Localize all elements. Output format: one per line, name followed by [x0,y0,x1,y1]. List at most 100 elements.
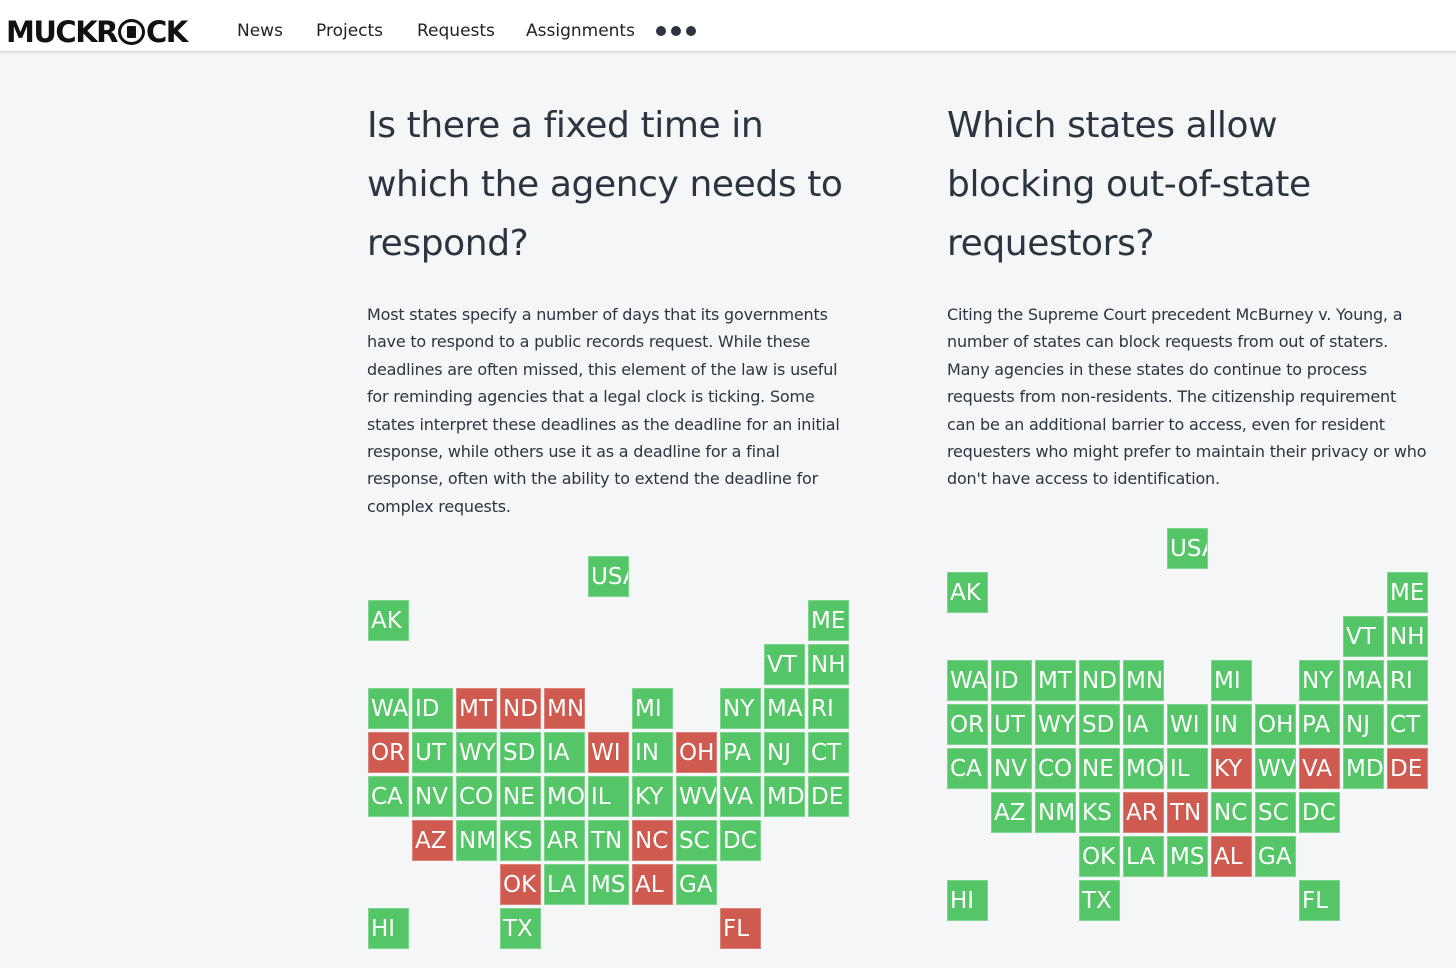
nav-requests[interactable]: Requests [417,21,495,41]
state-tile-co[interactable]: CO [1035,748,1076,789]
state-tile-ok[interactable]: OK [1079,836,1120,877]
state-tile-de[interactable]: DE [1387,748,1428,789]
state-tile-mn[interactable]: MN [544,688,585,729]
state-tile-fl[interactable]: FL [1299,880,1340,921]
state-tile-al[interactable]: AL [632,864,673,905]
state-tile-wi[interactable]: WI [588,732,629,773]
state-tile-pa[interactable]: PA [720,732,761,773]
state-tile-il[interactable]: IL [1167,748,1208,789]
state-tile-dc[interactable]: DC [720,820,761,861]
state-tile-hi[interactable]: HI [947,880,988,921]
state-tile-me[interactable]: ME [808,600,849,641]
state-tile-ga[interactable]: GA [676,864,717,905]
state-tile-usa[interactable]: USA [1167,528,1208,569]
state-tile-ak[interactable]: AK [947,572,988,613]
state-tile-mo[interactable]: MO [1123,748,1164,789]
state-tile-sd[interactable]: SD [1079,704,1120,745]
state-tile-md[interactable]: MD [764,776,805,817]
state-tile-ne[interactable]: NE [1079,748,1120,789]
state-tile-ia[interactable]: IA [544,732,585,773]
state-tile-ct[interactable]: CT [808,732,849,773]
state-tile-hi[interactable]: HI [368,908,409,949]
state-tile-wy[interactable]: WY [456,732,497,773]
state-tile-or[interactable]: OR [947,704,988,745]
state-tile-mn[interactable]: MN [1123,660,1164,701]
muckrock-logo[interactable]: MUCKR CK [6,14,188,50]
state-tile-wv[interactable]: WV [676,776,717,817]
state-tile-ri[interactable]: RI [1387,660,1428,701]
state-tile-tx[interactable]: TX [500,908,541,949]
nav-projects[interactable]: Projects [316,21,384,41]
state-tile-ga[interactable]: GA [1255,836,1296,877]
state-tile-ut[interactable]: UT [412,732,453,773]
state-tile-in[interactable]: IN [632,732,673,773]
state-tile-la[interactable]: LA [544,864,585,905]
state-tile-mo[interactable]: MO [544,776,585,817]
state-tile-il[interactable]: IL [588,776,629,817]
nav-news[interactable]: News [237,21,283,41]
state-tile-ks[interactable]: KS [1079,792,1120,833]
state-tile-tx[interactable]: TX [1079,880,1120,921]
state-tile-mt[interactable]: MT [456,688,497,729]
state-tile-dc[interactable]: DC [1299,792,1340,833]
state-tile-ne[interactable]: NE [500,776,541,817]
state-tile-vt[interactable]: VT [764,644,805,685]
state-tile-ut[interactable]: UT [991,704,1032,745]
state-tile-nv[interactable]: NV [991,748,1032,789]
state-tile-mi[interactable]: MI [1211,660,1252,701]
state-tile-ks[interactable]: KS [500,820,541,861]
state-tile-nm[interactable]: NM [1035,792,1076,833]
state-tile-or[interactable]: OR [368,732,409,773]
state-tile-sc[interactable]: SC [1255,792,1296,833]
state-tile-ky[interactable]: KY [632,776,673,817]
state-tile-nd[interactable]: ND [500,688,541,729]
state-tile-nc[interactable]: NC [1211,792,1252,833]
state-tile-az[interactable]: AZ [991,792,1032,833]
state-tile-de[interactable]: DE [808,776,849,817]
state-tile-va[interactable]: VA [1299,748,1340,789]
state-tile-wa[interactable]: WA [368,688,409,729]
state-tile-nh[interactable]: NH [1387,616,1428,657]
state-tile-al[interactable]: AL [1211,836,1252,877]
state-tile-ia[interactable]: IA [1123,704,1164,745]
more-menu-icon[interactable] [656,26,696,36]
state-tile-ny[interactable]: NY [720,688,761,729]
state-tile-md[interactable]: MD [1343,748,1384,789]
state-tile-ms[interactable]: MS [1167,836,1208,877]
state-tile-sd[interactable]: SD [500,732,541,773]
state-tile-wy[interactable]: WY [1035,704,1076,745]
state-tile-wa[interactable]: WA [947,660,988,701]
state-tile-nm[interactable]: NM [456,820,497,861]
state-tile-nv[interactable]: NV [412,776,453,817]
state-tile-ar[interactable]: AR [1123,792,1164,833]
state-tile-mi[interactable]: MI [632,688,673,729]
state-tile-id[interactable]: ID [412,688,453,729]
state-tile-wv[interactable]: WV [1255,748,1296,789]
state-tile-ky[interactable]: KY [1211,748,1252,789]
state-tile-vt[interactable]: VT [1343,616,1384,657]
state-tile-me[interactable]: ME [1387,572,1428,613]
state-tile-nj[interactable]: NJ [1343,704,1384,745]
state-tile-ri[interactable]: RI [808,688,849,729]
state-tile-co[interactable]: CO [456,776,497,817]
nav-assignments[interactable]: Assignments [526,21,635,41]
state-tile-tn[interactable]: TN [1167,792,1208,833]
state-tile-oh[interactable]: OH [1255,704,1296,745]
state-tile-nh[interactable]: NH [808,644,849,685]
state-tile-in[interactable]: IN [1211,704,1252,745]
state-tile-ca[interactable]: CA [947,748,988,789]
state-tile-ca[interactable]: CA [368,776,409,817]
state-tile-sc[interactable]: SC [676,820,717,861]
state-tile-tn[interactable]: TN [588,820,629,861]
state-tile-mt[interactable]: MT [1035,660,1076,701]
state-tile-ok[interactable]: OK [500,864,541,905]
state-tile-ma[interactable]: MA [1343,660,1384,701]
state-tile-nd[interactable]: ND [1079,660,1120,701]
state-tile-pa[interactable]: PA [1299,704,1340,745]
state-tile-ma[interactable]: MA [764,688,805,729]
state-tile-ny[interactable]: NY [1299,660,1340,701]
state-tile-oh[interactable]: OH [676,732,717,773]
state-tile-az[interactable]: AZ [412,820,453,861]
state-tile-ar[interactable]: AR [544,820,585,861]
state-tile-wi[interactable]: WI [1167,704,1208,745]
